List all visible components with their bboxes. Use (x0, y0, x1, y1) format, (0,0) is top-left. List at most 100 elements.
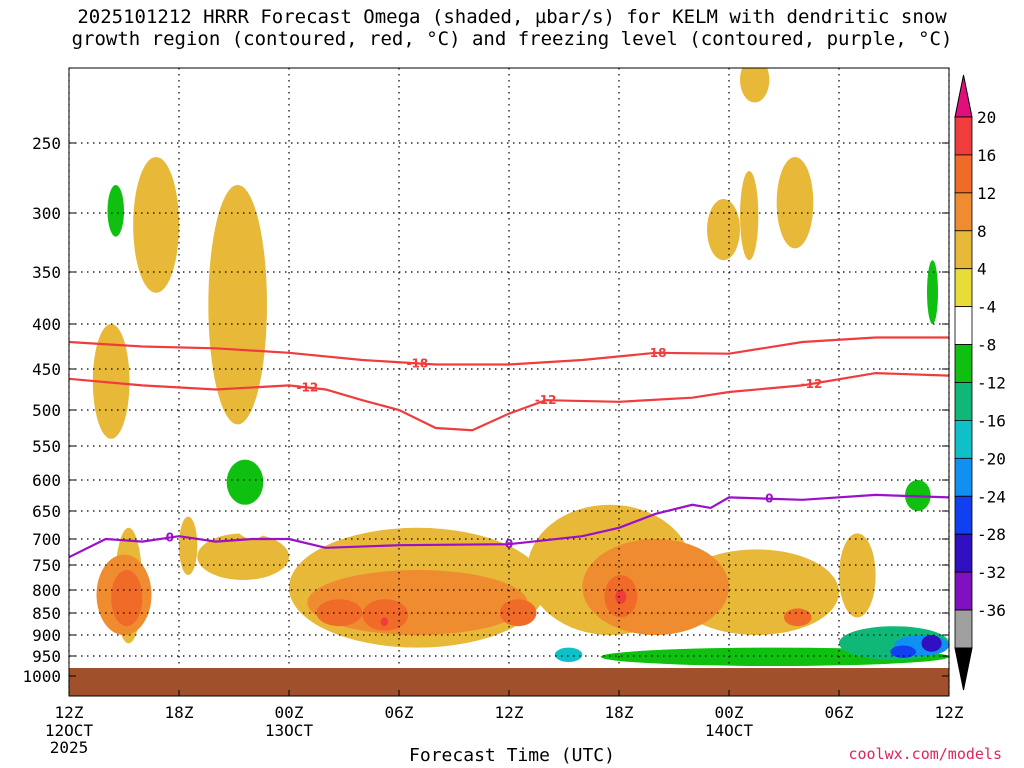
colorbar-label: 4 (977, 260, 987, 279)
y-tick-label: 650 (32, 502, 61, 521)
omega-shaded-area (600, 431, 616, 480)
contour-label: -18 (645, 346, 667, 360)
contour-label: 0 (765, 492, 773, 506)
x-tick-label: 12Z (495, 703, 524, 722)
y-tick-label: 900 (32, 626, 61, 645)
omega-shaded-area (111, 570, 143, 627)
title-line-1: 2025101212 HRRR Forecast Omega (shaded, … (77, 6, 947, 28)
omega-shaded-area (380, 617, 389, 627)
omega-shaded-area (554, 647, 583, 662)
contour-line-0 (69, 493, 949, 559)
colorbar-label: -24 (977, 487, 1006, 506)
x-tick-date: 12OCT (45, 721, 94, 740)
x-tick-date: 13OCT (265, 721, 314, 740)
omega-shaded-area (92, 324, 130, 439)
contour-label: 0 (505, 537, 513, 551)
y-tick-label: 750 (32, 556, 61, 575)
y-tick-label: 500 (32, 401, 61, 420)
omega-shaded-area (740, 68, 770, 103)
x-axis-title: Forecast Time (UTC) (409, 745, 615, 766)
omega-shaded-area (136, 473, 165, 539)
omega-shaded-area (927, 260, 938, 324)
credit-link[interactable]: coolwx.com/models (848, 745, 1002, 763)
colorbar-swatch (954, 495, 973, 535)
omega-shaded-area (839, 533, 876, 618)
contour-line--12 (69, 371, 949, 432)
contour-label: 0 (166, 531, 174, 545)
x-tick-label: 00Z (715, 703, 744, 722)
contour-layer: -18 -18 -12 -12 -12 0 0 0 (69, 336, 949, 559)
colorbar-swatch (954, 382, 973, 421)
omega-shaded-area (615, 590, 627, 604)
y-tick-label: 850 (32, 604, 61, 623)
colorbar-label: 8 (977, 222, 987, 241)
y-tick-label: 550 (32, 437, 61, 456)
y-tick-label: 300 (32, 204, 61, 223)
omega-shaded-area (707, 199, 740, 261)
omega-shaded-area (784, 608, 812, 627)
x-tick-label: 18Z (605, 703, 634, 722)
colorbar-label: -12 (977, 374, 1006, 393)
y-tick-label: 450 (32, 360, 61, 379)
y-tick-label: 250 (32, 134, 61, 153)
omega-shaded-area (208, 185, 267, 425)
y-tick-label: 800 (32, 581, 61, 600)
colorbar-swatch (954, 116, 973, 156)
omega-shaded-area (325, 360, 335, 432)
x-tick-year: 2025 (50, 738, 89, 757)
colorbar-swatch (954, 533, 973, 573)
omega-shaded-area (226, 459, 264, 505)
omega-shaded-area (92, 68, 128, 272)
x-tick-label: 18Z (165, 703, 194, 722)
colorbar-bottom-arrow (954, 647, 973, 691)
x-tick-label: 12Z (55, 703, 84, 722)
x-tick-label: 00Z (275, 703, 304, 722)
omega-shaded-area (380, 292, 400, 314)
colorbar-label: -28 (977, 525, 1006, 544)
y-tick-label: 700 (32, 530, 61, 549)
y-tick-label: 350 (32, 263, 61, 282)
omega-shaded-area (582, 539, 730, 635)
colorbar-swatch (954, 192, 973, 232)
omega-shaded-area (890, 645, 917, 658)
colorbar-swatch (954, 230, 973, 270)
colorbar-label: 20 (977, 108, 996, 127)
omega-shaded-area (362, 599, 409, 631)
omega-shaded-area (179, 516, 198, 575)
colorbar-label: -32 (977, 563, 1006, 582)
omega-shaded-area (398, 360, 405, 446)
colorbar-label: 16 (977, 146, 996, 165)
omega-shaded-area (133, 157, 179, 293)
omega-shaded-area (157, 599, 168, 660)
colorbar-swatch (954, 154, 973, 194)
contour-label: -12 (535, 393, 557, 407)
colorbar-label: -16 (977, 411, 1006, 430)
contour-label: -12 (801, 377, 823, 391)
omega-shaded-area (499, 599, 537, 627)
colorbar-label: -20 (977, 449, 1006, 468)
colorbar-top-arrow (954, 74, 973, 118)
x-tick-label: 12Z (935, 703, 964, 722)
omega-shaded-area (824, 377, 843, 418)
colorbar-label: -8 (977, 336, 996, 355)
colorbar-swatch (954, 306, 973, 345)
y-axis: 250 300 350 400 450 500 550 600 650 700 750 800 850 9… (22, 134, 949, 686)
y-tick-label: 1000 (22, 667, 61, 686)
colorbar-swatch (954, 420, 973, 459)
omega-shaded-area (356, 452, 377, 493)
colorbar-swatch (954, 457, 973, 497)
colorbar-label: -36 (977, 601, 1006, 620)
omega-shaded-area (307, 570, 528, 635)
contour-label: -12 (296, 380, 318, 394)
colorbar-swatch (954, 268, 973, 308)
omega-shading-layer (92, 68, 949, 668)
colorbar-swatch (954, 609, 973, 649)
colorbar-label: 12 (977, 184, 996, 203)
omega-shaded-area (234, 603, 289, 661)
colorbar-label: -4 (977, 298, 996, 317)
colorbar-swatch (954, 344, 973, 383)
omega-shaded-area (107, 185, 124, 237)
y-tick-label: 950 (32, 647, 61, 666)
omega-shaded-area (776, 157, 814, 249)
